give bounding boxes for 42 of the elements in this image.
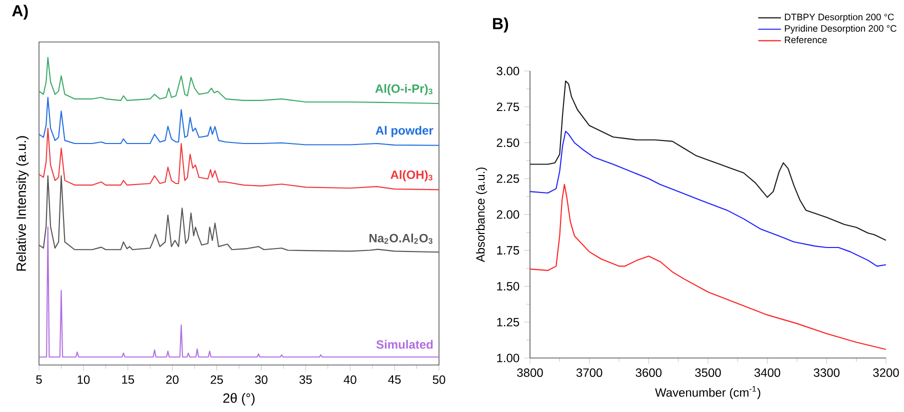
y-tick-label: 3.00 bbox=[496, 66, 520, 76]
y-axis-title: Relative Intensity (a.u.) bbox=[16, 136, 29, 271]
y-axis-title: Absorbance (a.u.) bbox=[476, 168, 488, 262]
chart-title: B) bbox=[493, 18, 508, 32]
line-series bbox=[530, 184, 886, 350]
y-tick-label: 1.00 bbox=[497, 354, 520, 362]
x-tick-label: 35 bbox=[299, 375, 312, 384]
x-tick-label: 3800 bbox=[517, 368, 543, 377]
chart-title: A) bbox=[12, 4, 28, 20]
line-series bbox=[530, 80, 886, 241]
y-tick-label: 2.00 bbox=[496, 210, 520, 219]
y-tick-label: 2.75 bbox=[496, 102, 520, 112]
y-tick-label: 2.25 bbox=[496, 174, 520, 183]
x-tick-label: 3300 bbox=[814, 368, 840, 377]
x-tick-label: 20 bbox=[166, 375, 179, 384]
x-tick-label: 5 bbox=[36, 375, 42, 384]
series-label: Simulated bbox=[376, 340, 433, 349]
x-tick-label: 30 bbox=[255, 375, 268, 384]
x-tick-label: 25 bbox=[210, 375, 223, 384]
legend-label: Pyridine Desorption 200 °C bbox=[784, 24, 896, 34]
x-tick-label: 3500 bbox=[695, 368, 721, 377]
x-tick-label: 45 bbox=[388, 375, 401, 384]
x-tick-label: 3700 bbox=[576, 368, 602, 377]
x-tick-label: 3400 bbox=[754, 368, 780, 377]
y-tick-label: 2.50 bbox=[496, 138, 520, 148]
series-label: Na$_{2}$O.Al$_{2}$O$_{3}$ bbox=[370, 234, 432, 244]
legend-label: DTBPY Desorption 200 °C bbox=[784, 13, 894, 22]
x-axis-title: 2θ (°) bbox=[223, 393, 255, 406]
x-tick-label: 40 bbox=[344, 375, 356, 384]
x-axis-title: Wavenumber (cm$^{-1}$) bbox=[655, 386, 760, 400]
x-tick-label: 3200 bbox=[873, 368, 899, 377]
x-tick-label: 50 bbox=[432, 375, 446, 384]
series-label: Al(O-i-Pr)$_{3}$ bbox=[375, 84, 432, 96]
series-label: Al(OH)$_{3}$ bbox=[390, 170, 432, 182]
y-tick-label: 1.50 bbox=[497, 282, 520, 291]
x-tick-label: 15 bbox=[122, 375, 134, 384]
series-label: Al powder bbox=[376, 126, 434, 138]
x-tick-label: 10 bbox=[78, 375, 90, 384]
legend-label: Reference bbox=[784, 36, 827, 44]
y-tick-label: 1.25 bbox=[497, 318, 520, 326]
y-tick-label: 1.75 bbox=[497, 246, 520, 255]
x-tick-label: 3600 bbox=[636, 368, 662, 377]
